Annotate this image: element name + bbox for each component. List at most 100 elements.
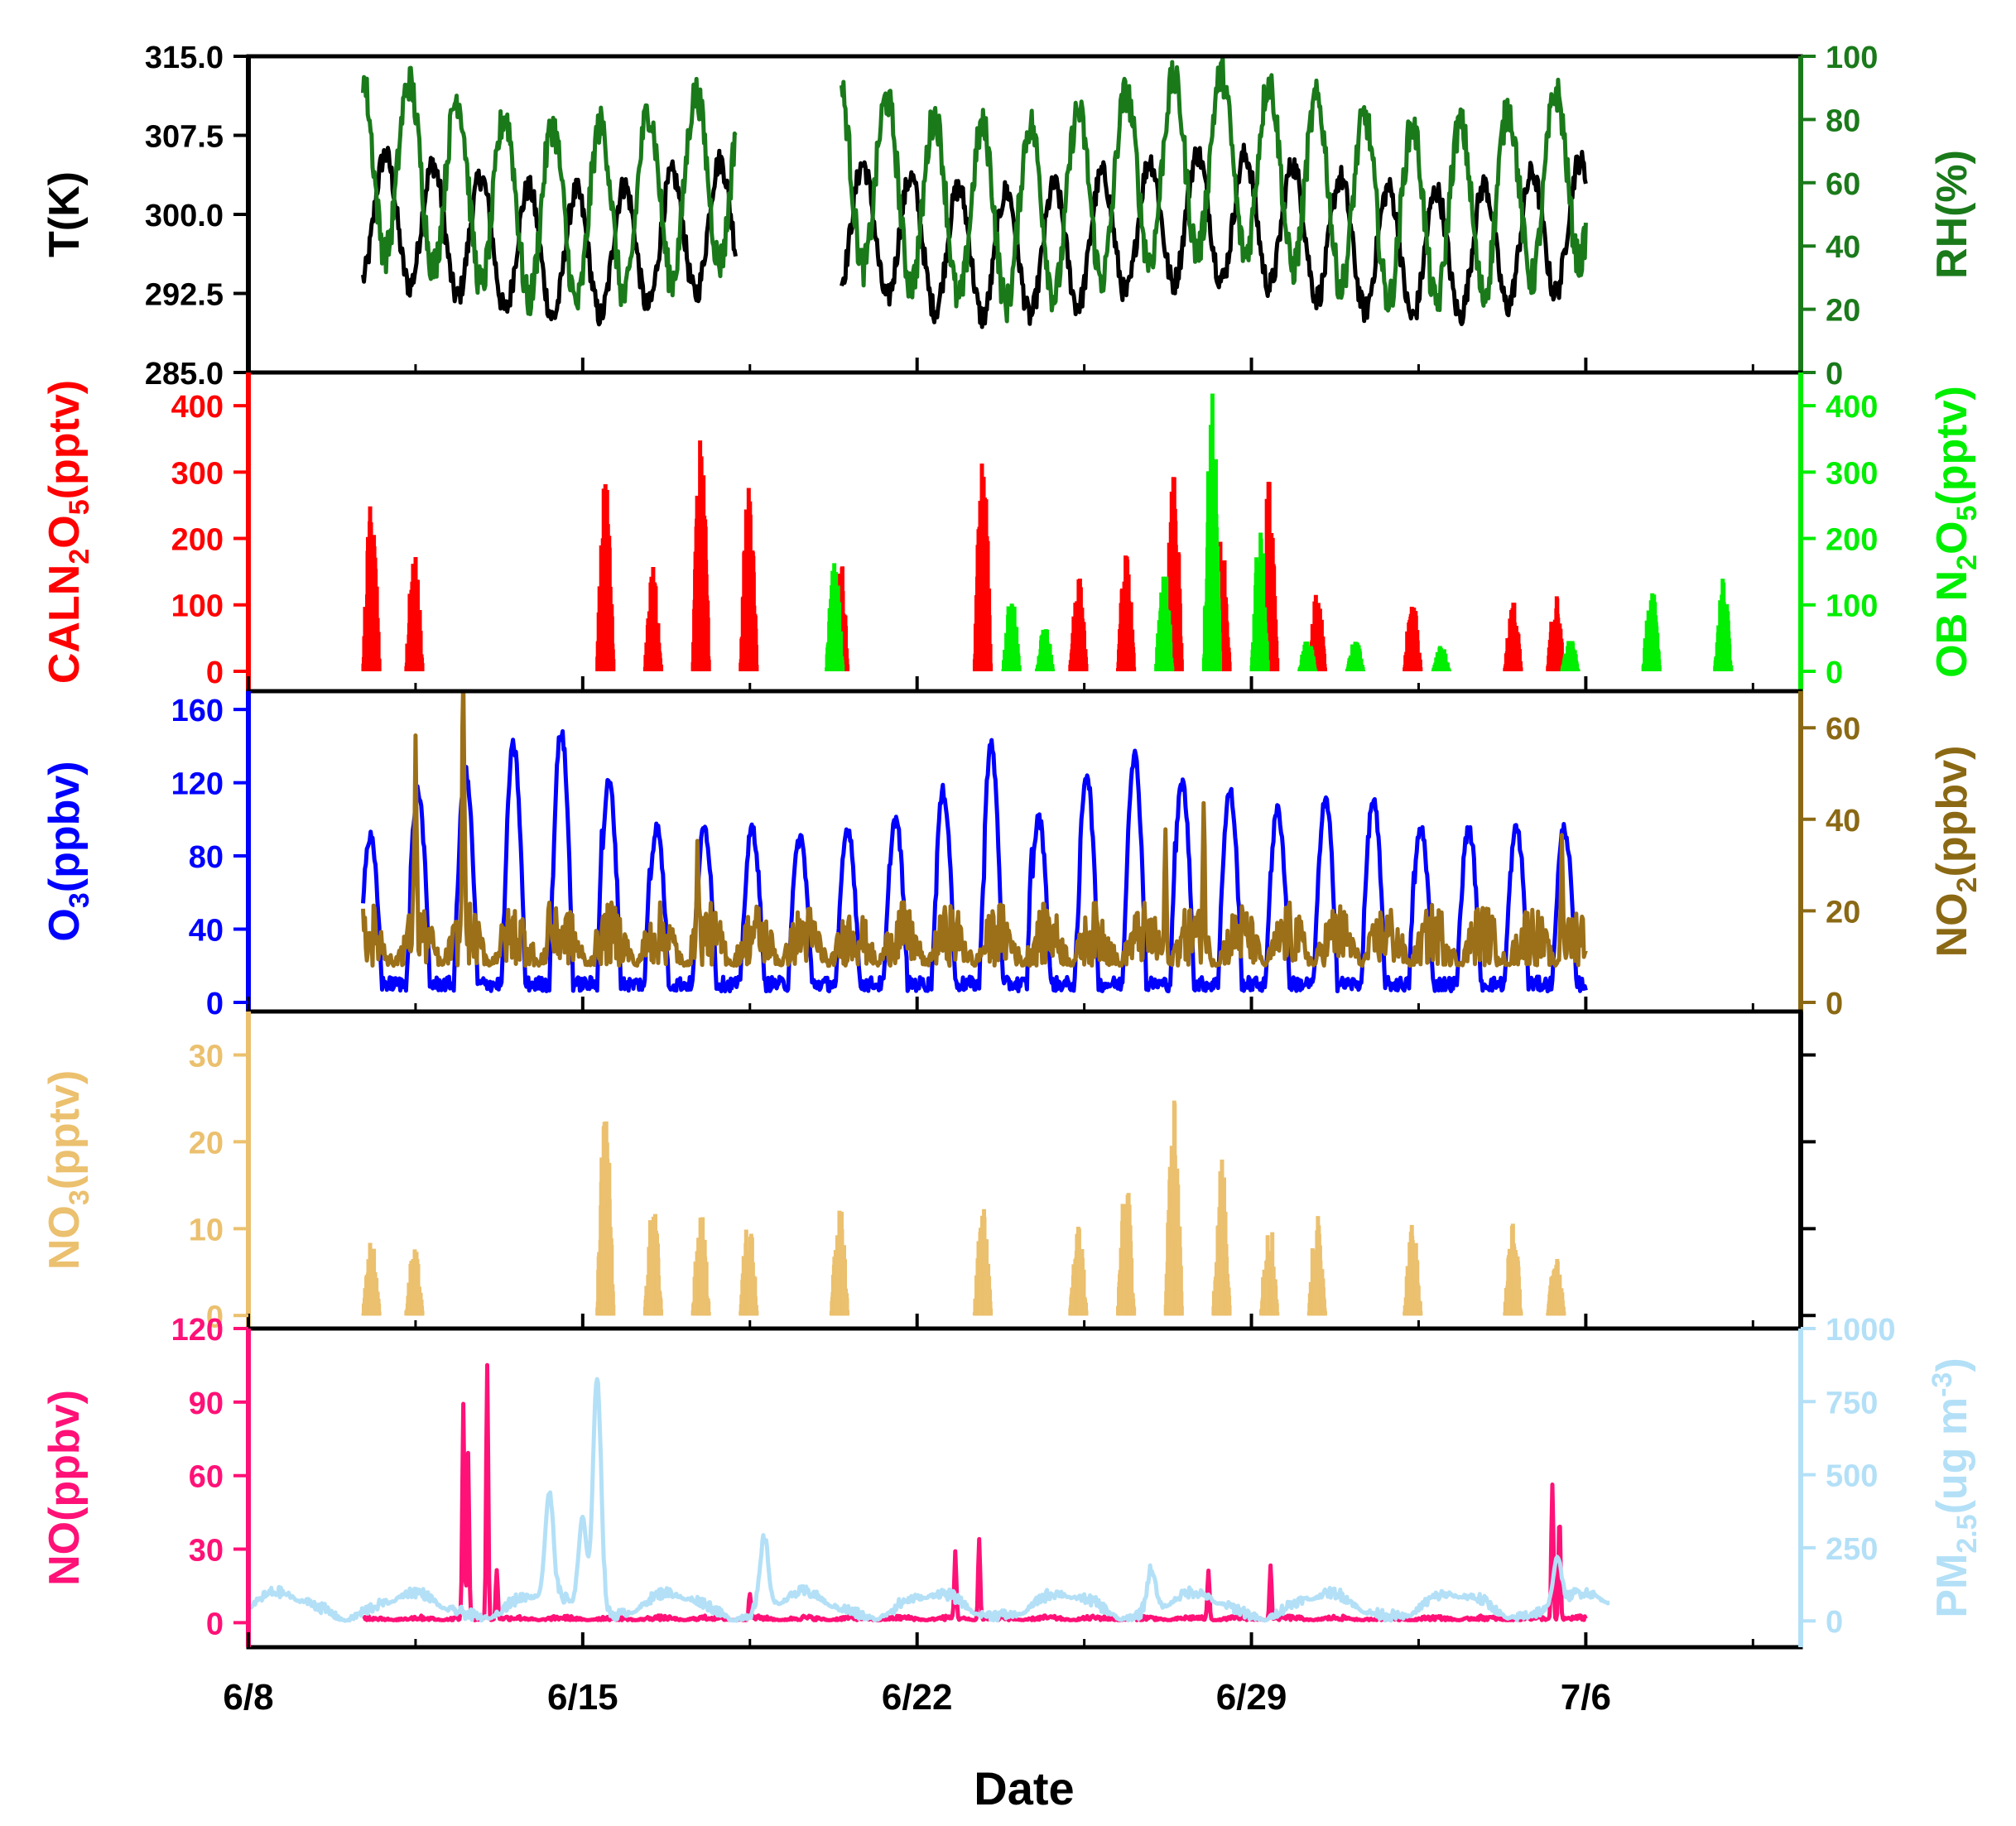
- x-tick-label: 6/15: [547, 1677, 618, 1718]
- left-tick-label: 300: [171, 456, 224, 491]
- left-tick-label: 0: [206, 987, 224, 1021]
- axis-title-part: (pptv): [41, 380, 89, 499]
- series-line-rh: [361, 56, 1588, 324]
- left-tick-label: 200: [171, 523, 224, 558]
- right-tick-label: 100: [1826, 41, 1878, 75]
- left-tick-label: 285.0: [145, 357, 224, 392]
- axis-title-part: 2.5: [1951, 1514, 1983, 1553]
- axis-title-part: 2: [1951, 877, 1983, 892]
- panel-data-NO_PM25: [248, 1362, 1611, 1623]
- left-axis-title: CALN2O5(pptv): [41, 380, 95, 684]
- right-tick-label: 400: [1826, 390, 1878, 425]
- panel-N2O5: 01002003004000100200300400CALN2O5(pptv)O…: [41, 370, 1983, 694]
- series-line-o3: [361, 728, 1588, 994]
- panel-data-NO3: [361, 1100, 1566, 1316]
- x-tick-label: 6/8: [223, 1677, 273, 1718]
- right-tick-label: 80: [1826, 103, 1860, 138]
- right-tick-label: 750: [1826, 1386, 1878, 1420]
- right-tick-label: 0: [1826, 987, 1843, 1021]
- right-tick-label: 40: [1826, 804, 1860, 839]
- panel-T_RH: 285.0 292.5 300.0 307.5 315.0 0 20 40 60 80 100 T(K…: [41, 41, 1976, 392]
- series-ob-n2o5: [825, 393, 1734, 671]
- left-axis-title: NO(ppbv): [41, 1390, 89, 1586]
- right-tick-label: 0: [1826, 357, 1843, 392]
- x-axis-title: Date: [974, 1762, 1074, 1814]
- left-tick-label: 120: [171, 1313, 224, 1348]
- left-tick-label: 400: [171, 390, 224, 425]
- left-tick-label: 40: [189, 913, 224, 948]
- x-axis: Date 6/8 6/15 6/22 6/29 7/6: [223, 1677, 1611, 1814]
- axis-title-part: NO(ppbv): [41, 1390, 89, 1586]
- panel-data-N2O5: [361, 393, 1734, 671]
- right-tick-label: 500: [1826, 1459, 1878, 1494]
- left-axis-title: O3(ppbv): [41, 761, 95, 941]
- axis-title-part: 2: [1951, 555, 1983, 570]
- left-tick-label: 90: [189, 1386, 224, 1421]
- left-tick-label: 100: [171, 589, 224, 624]
- series-line-no: [362, 1362, 1588, 1622]
- right-axis-title: NO2(ppbv): [1928, 746, 1983, 958]
- left-tick-label: 120: [171, 767, 224, 802]
- axis-title-part: 3: [64, 1189, 95, 1205]
- axis-title-part: 2: [64, 549, 95, 565]
- right-tick-label: 20: [1826, 294, 1860, 329]
- left-axis-title: T(K): [41, 171, 89, 257]
- axis-title-part: (ug m: [1928, 1397, 1976, 1515]
- left-tick-label: 160: [171, 694, 224, 728]
- left-tick-label: 315.0: [145, 41, 224, 75]
- left-tick-label: 30: [189, 1534, 224, 1569]
- right-tick-label: 0: [1826, 1605, 1843, 1640]
- axis-title-part: CALN: [41, 565, 89, 684]
- panels: 285.0292.5300.0307.5315.0020406080100T(K…: [41, 41, 1983, 1650]
- series-no3: [361, 1100, 1566, 1316]
- axis-title-part: RH(%): [1928, 150, 1976, 279]
- right-tick-label: 0: [1826, 656, 1843, 690]
- right-tick-label: 1000: [1826, 1313, 1896, 1348]
- panel-data-T_RH: [361, 56, 1588, 329]
- left-tick-label: 0: [206, 656, 224, 690]
- right-tick-label: 40: [1826, 230, 1860, 265]
- right-tick-label: 60: [1826, 167, 1860, 202]
- left-tick-label: 307.5: [145, 120, 224, 155]
- right-axis-title: PM2.5(ug m-3): [1927, 1357, 1983, 1617]
- series-line-t: [361, 142, 1588, 329]
- axis-title-part: 3: [64, 892, 95, 908]
- axis-title-part: ): [1928, 1357, 1976, 1372]
- right-tick-label: 60: [1826, 712, 1860, 747]
- left-axis-title: NO3(pptv): [41, 1070, 95, 1270]
- series-line-no2: [361, 691, 1588, 968]
- axis-title-part: 5: [64, 499, 95, 515]
- panel-NO3: 0 10 20 30 NO3(pptv): [41, 1009, 1816, 1334]
- left-tick-label: 292.5: [145, 278, 224, 313]
- x-tick-label: 7/6: [1561, 1677, 1611, 1718]
- left-tick-label: 20: [189, 1126, 224, 1160]
- axis-title-part: O: [41, 908, 89, 941]
- axis-title-part: T(K): [41, 171, 89, 257]
- axis-title-part: (ppbv): [41, 761, 89, 892]
- right-tick-label: 100: [1826, 589, 1878, 624]
- axis-title-part: (ppbv): [1928, 746, 1976, 877]
- axis-title-part: 5: [1951, 506, 1983, 521]
- left-tick-label: 300.0: [145, 199, 224, 233]
- left-tick-label: 0: [206, 1607, 224, 1641]
- axis-title-part: -3: [1927, 1372, 1958, 1397]
- axis-title-part: (pptv): [41, 1070, 89, 1189]
- panel-frame: [246, 1009, 1803, 1331]
- left-tick-label: 10: [189, 1213, 224, 1247]
- axis-title-part: PM: [1928, 1554, 1976, 1618]
- axis-title-part: O: [1928, 521, 1976, 554]
- axis-title-part: (pptv): [1928, 386, 1976, 505]
- right-axis-title: OB N2O5(pptv): [1928, 386, 1983, 678]
- x-tick-label: 6/22: [882, 1677, 953, 1718]
- axis-title-part: NO: [1928, 892, 1976, 957]
- axis-title-part: OB N: [1928, 570, 1976, 678]
- right-tick-label: 20: [1826, 895, 1860, 930]
- x-tick-label: 6/29: [1216, 1677, 1287, 1718]
- right-tick-label: 200: [1826, 523, 1878, 558]
- left-tick-label: 80: [189, 840, 224, 875]
- left-tick-label: 0: [206, 1300, 224, 1334]
- right-axis-title: RH(%): [1928, 150, 1976, 279]
- right-tick-label: 250: [1826, 1532, 1878, 1567]
